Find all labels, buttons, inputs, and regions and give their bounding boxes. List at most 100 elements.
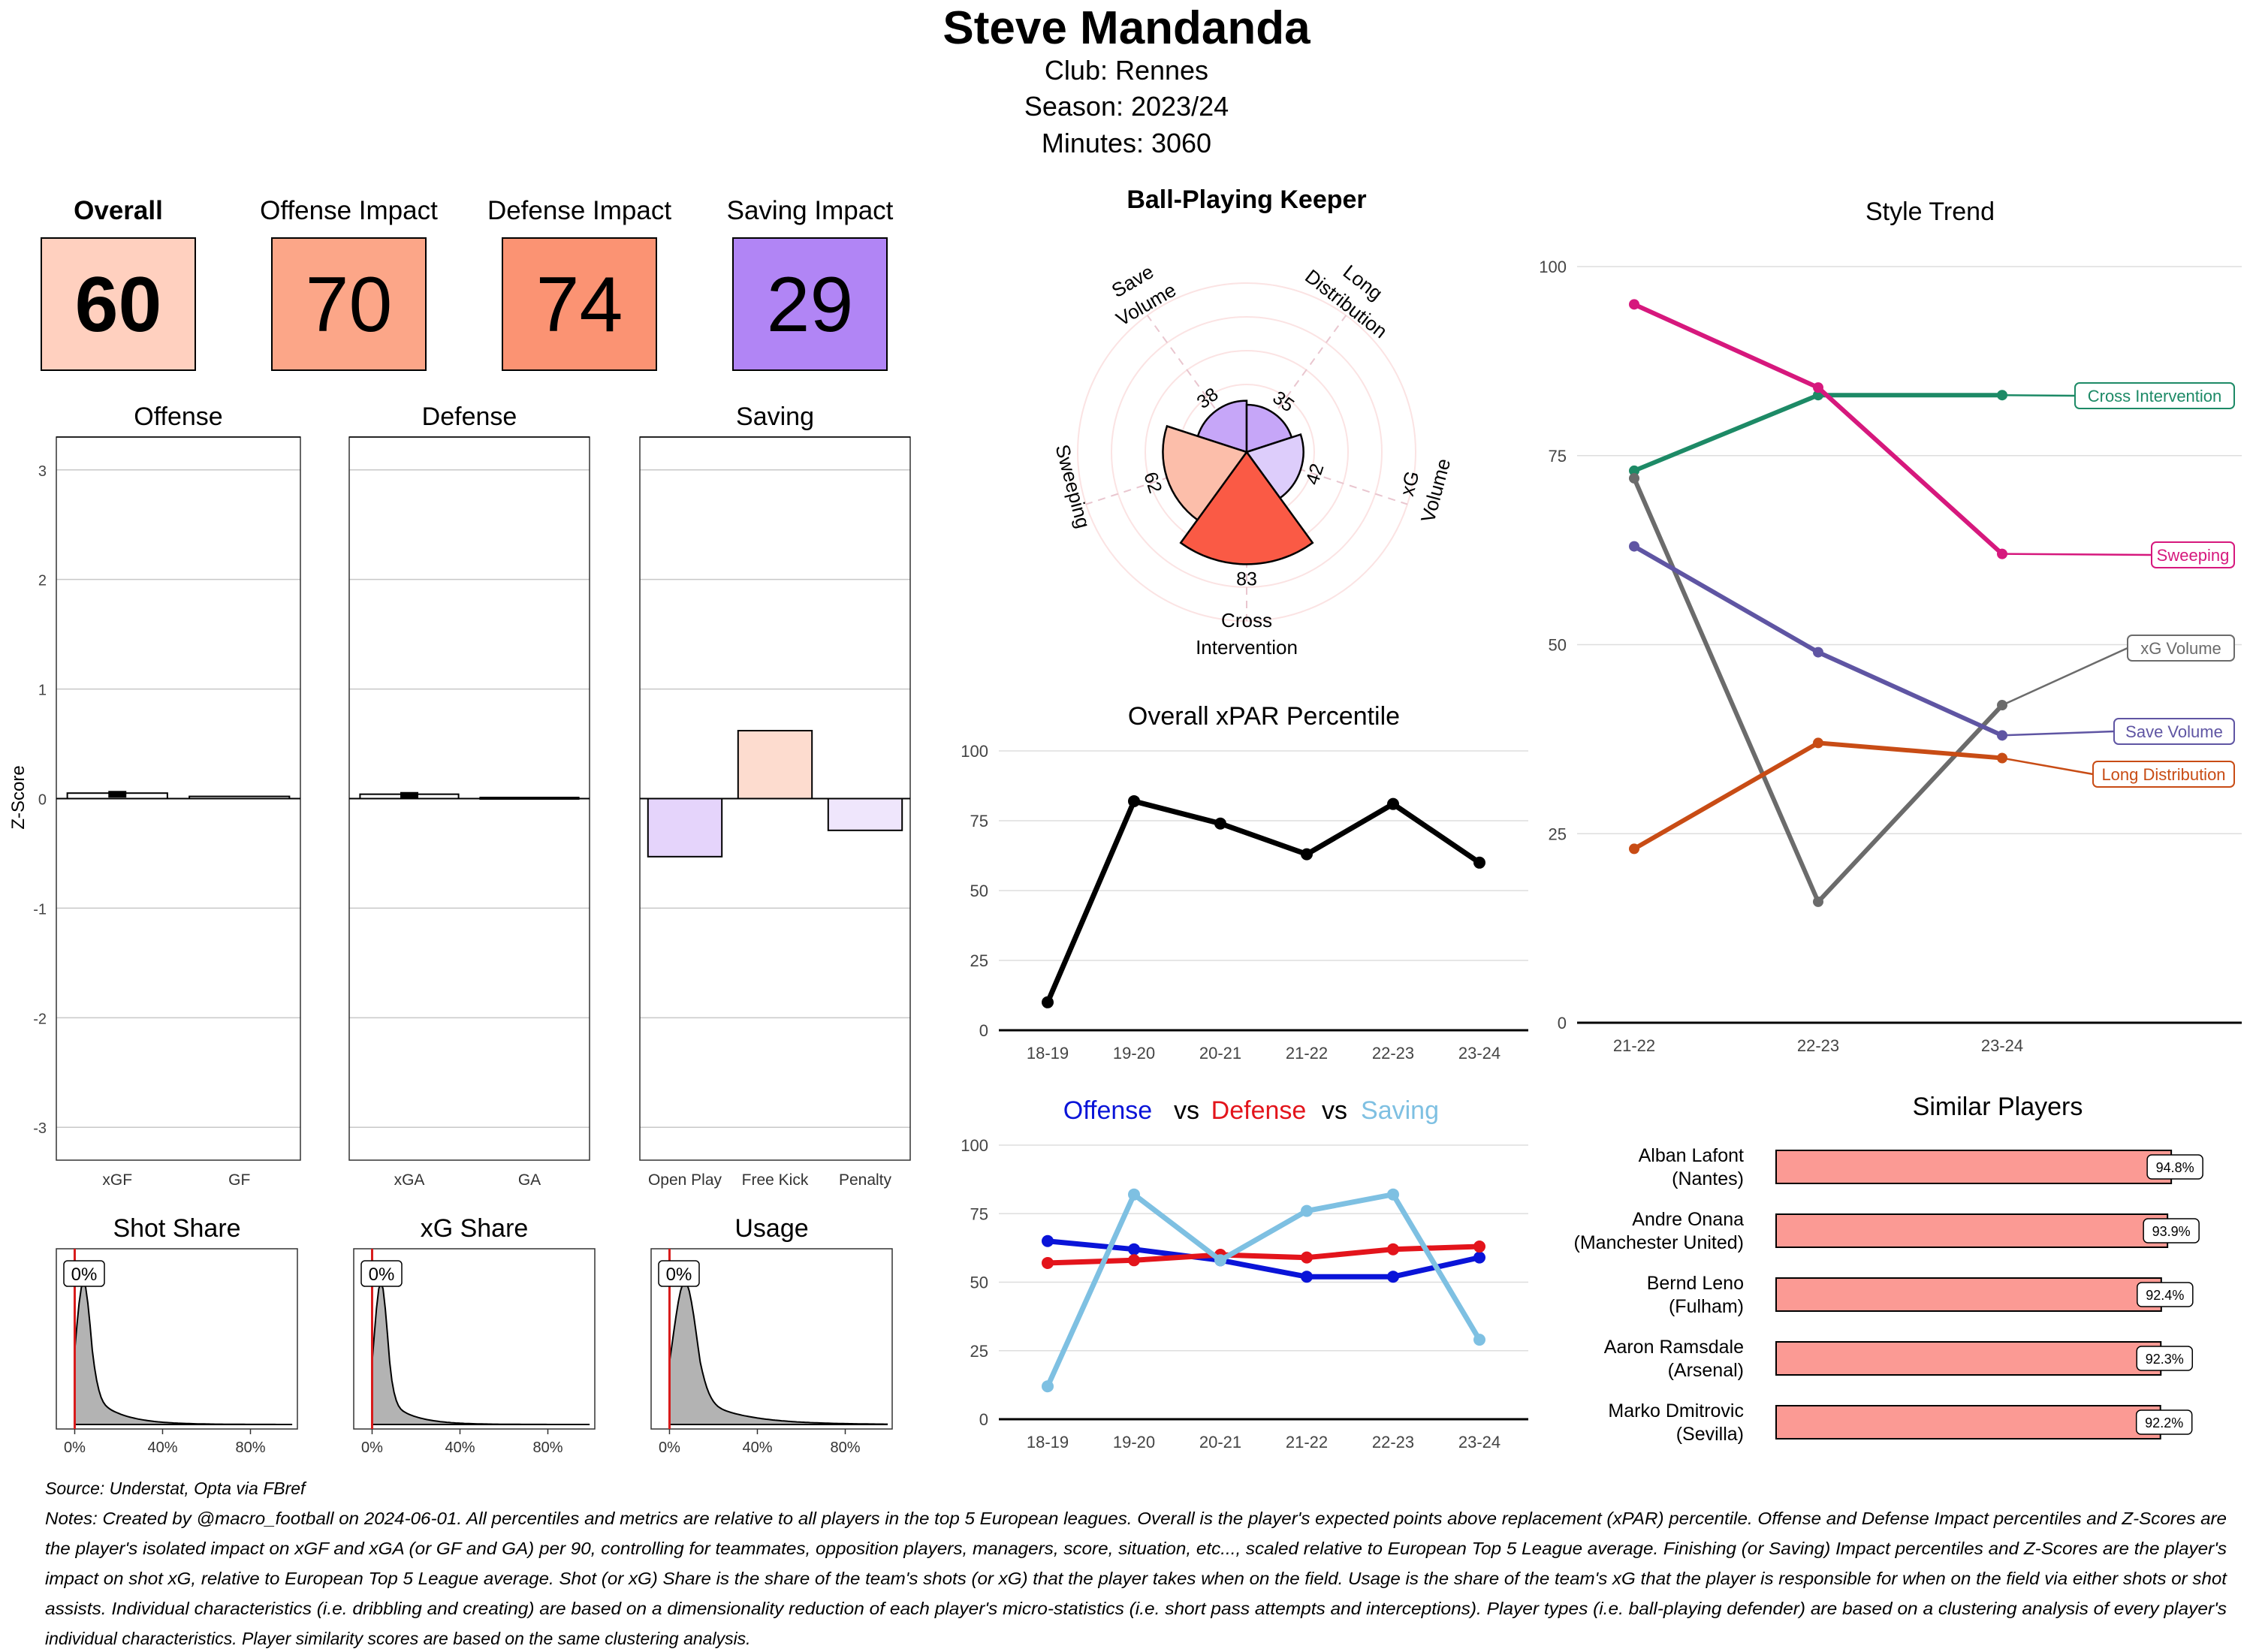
data-point: [1387, 1243, 1399, 1256]
similarity-label-box: [2146, 1154, 2203, 1180]
style-trend-chart: 0 25 50 75 100 21-22 22-23 23-24 Style Trend Cros…: [1539, 197, 2242, 1055]
impact-cards: Overall 60 Offense Impact 70 Defense Impact 7…: [41, 196, 894, 371]
similar-player-club: (Manchester United): [1574, 1232, 1744, 1253]
zscore-category-label: GF: [228, 1171, 250, 1189]
zscore-bar: [647, 797, 723, 858]
density-tick-label: 0%: [361, 1439, 383, 1456]
similar-player-club: (Arsenal): [1668, 1360, 1744, 1381]
x-tick-label: 23-24: [1981, 1036, 2023, 1055]
data-point: [1813, 382, 1823, 393]
similar-player-name: Alban Lafont: [1639, 1145, 1744, 1166]
zscore-bar: [827, 797, 903, 831]
similar-bar: [1775, 1213, 2169, 1248]
similar-player-name: Marko Dmitrovic: [1608, 1400, 1744, 1421]
y-tick-label: 25: [970, 951, 988, 970]
series-line: [1047, 1238, 1480, 1280]
x-tick-label: 20-21: [1199, 1044, 1241, 1063]
footer: Source: Understat, Opta via FBref Notes:…: [45, 1479, 2228, 1648]
zscore-tick-label: 2: [38, 573, 47, 589]
radar-axis-label-line: Volume: [1416, 456, 1455, 525]
data-point: [1473, 1251, 1485, 1264]
radar-axis-label: SaveVolume: [1099, 255, 1180, 331]
zscore-chart: Z-Score 3 2 1 0 -1 -2 -3 Offense xGF GF Defense xGA G…: [8, 402, 911, 1189]
y-tick-label: 75: [970, 1204, 988, 1223]
x-tick-label: 20-21: [1199, 1433, 1241, 1452]
similar-player-name: Andre Onana: [1632, 1209, 1744, 1230]
similarity-label: 92.3%: [2146, 1352, 2184, 1367]
similar-title: Similar Players: [1913, 1093, 2083, 1121]
data-point: [1473, 1241, 1485, 1253]
notes-line: the player's isolated impact on xGF and …: [45, 1539, 2227, 1558]
x-tick-label: 21-22: [1286, 1044, 1328, 1063]
notes-line: impact on shot xG, relative to European …: [45, 1569, 2228, 1588]
density-tick-label: 0%: [659, 1439, 680, 1456]
series-line: [1633, 302, 2004, 556]
data-point: [1042, 996, 1054, 1008]
data-point: [1387, 1188, 1399, 1201]
marker-label: 0%: [71, 1265, 98, 1285]
data-point: [1042, 1256, 1054, 1269]
zscore-category-label: Open Play: [648, 1171, 722, 1189]
y-tick-label: 0: [979, 1410, 988, 1429]
similar-players-chart: Similar Players Alban Lafont(Nantes) 94.8%…: [1574, 1093, 2203, 1445]
zscore-tick-label: 0: [38, 792, 47, 809]
series-line: [1632, 477, 2004, 904]
data-point: [1301, 1251, 1313, 1264]
marker-label: 0%: [666, 1265, 692, 1285]
density-tick-label: 40%: [445, 1439, 475, 1456]
error-bar: [108, 791, 127, 798]
zscore-category-label: Free Kick: [742, 1171, 809, 1189]
radar-slice: [1179, 450, 1314, 565]
similarity-label: 93.9%: [2152, 1224, 2191, 1239]
x-tick-label: 23-24: [1458, 1044, 1500, 1063]
series-label: Cross Intervention: [2088, 387, 2222, 405]
similarity-label: 92.4%: [2146, 1288, 2184, 1303]
data-point: [1473, 1334, 1485, 1346]
ods-title-part: Offense: [1063, 1096, 1152, 1125]
similar-player-name: Aaron Ramsdale: [1604, 1337, 1744, 1358]
zscore-tick-label: 3: [38, 463, 47, 480]
data-point: [1387, 1271, 1399, 1283]
y-tick-label: 25: [1549, 824, 1567, 843]
notes-line: assists. Individual characteristics (i.e…: [45, 1599, 2227, 1618]
data-point: [1128, 1243, 1140, 1256]
y-tick-label: 50: [970, 1274, 988, 1292]
zscore-category-label: xGF: [102, 1171, 132, 1189]
data-point: [1301, 848, 1313, 861]
zscore-panel-title: Defense: [422, 402, 517, 431]
impact-card-box: [41, 237, 196, 371]
data-point: [1629, 541, 1639, 552]
radar-slice: [1162, 424, 1249, 522]
data-point: [1128, 1188, 1140, 1201]
series-label: xG Volume: [2140, 639, 2221, 658]
series-label-box: [2092, 761, 2235, 788]
y-tick-label: 25: [970, 1342, 988, 1361]
impact-card-value: 29: [767, 261, 854, 348]
source-text: Source: Understat, Opta via FBref: [45, 1479, 307, 1498]
similar-bar: [1775, 1277, 2162, 1312]
offense-defense-saving-chart: 0 25 50 75 100 18-19 19-20 20-21 21-22 22-23 23-24…: [961, 1096, 1528, 1452]
similarity-label-box: [2143, 1218, 2200, 1244]
density-title: Usage: [734, 1214, 808, 1243]
impact-card-label: Overall: [74, 196, 163, 225]
series-label-leader: [2001, 730, 2115, 737]
x-tick-label: 19-20: [1113, 1433, 1155, 1452]
y-tick-label: 75: [970, 812, 988, 831]
density-tick-label: 40%: [147, 1439, 177, 1456]
radar-slice: [1244, 433, 1304, 499]
series-line: [1633, 393, 2002, 473]
x-tick-label: 22-23: [1372, 1044, 1414, 1063]
notes-line: Notes: Created by @macro_football on 202…: [45, 1509, 2227, 1528]
marker-label-box: [658, 1260, 700, 1287]
y-tick-label: 50: [970, 882, 988, 900]
similarity-label-box: [2137, 1282, 2194, 1307]
data-point: [1813, 896, 1823, 907]
zscore-tick-label: -3: [33, 1120, 47, 1137]
marker-label: 0%: [369, 1265, 395, 1285]
trend-title: Style Trend: [1865, 197, 1995, 226]
similar-bar: [1775, 1405, 2161, 1439]
data-point: [1042, 1380, 1054, 1393]
radar-axis-label: xGVolume: [1390, 449, 1455, 525]
series-line: [1047, 1244, 1480, 1266]
